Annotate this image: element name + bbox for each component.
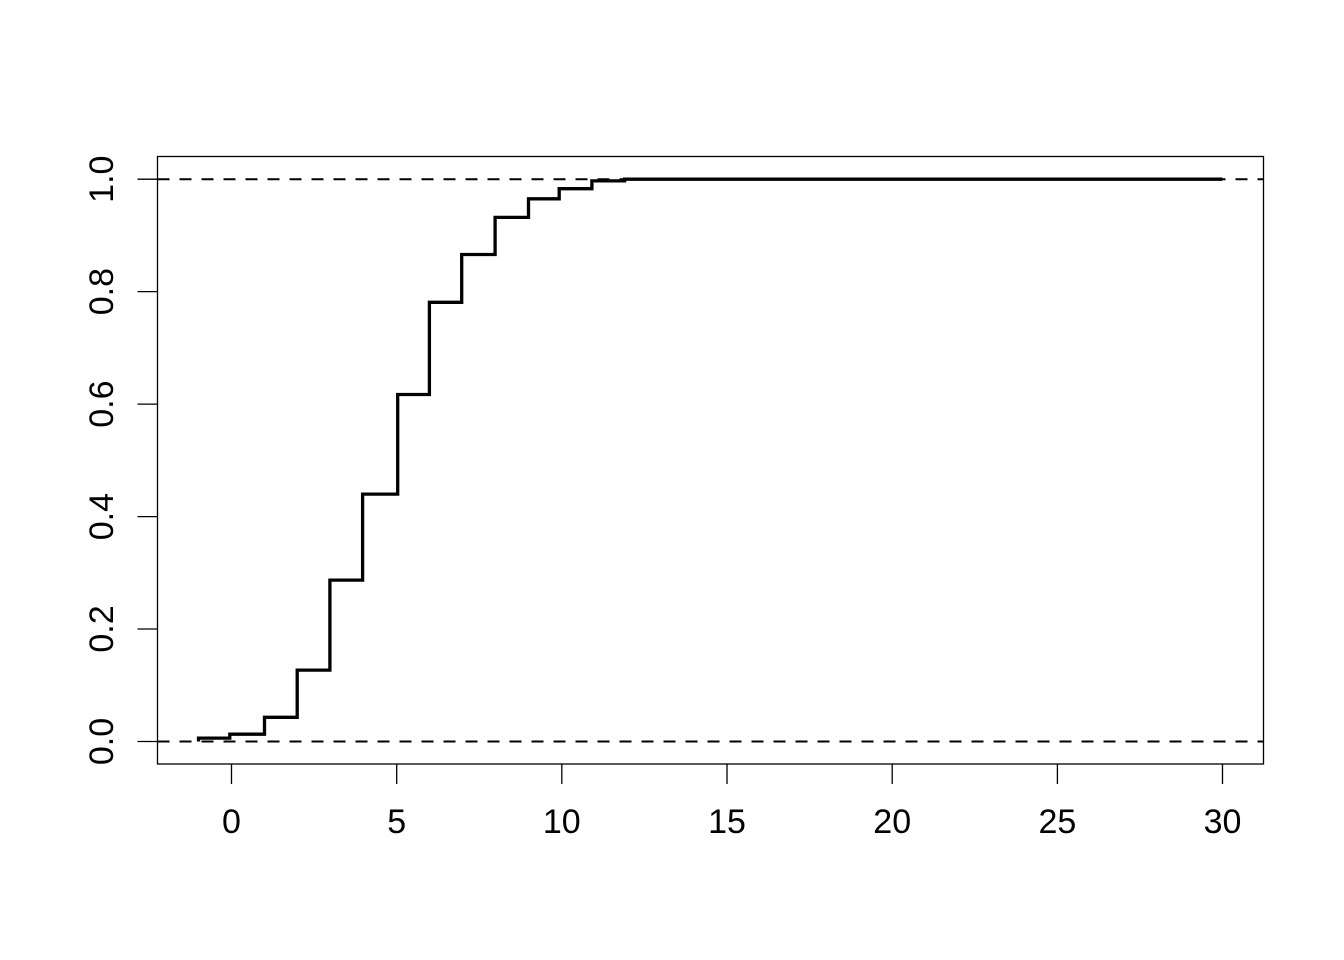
svg-text:30: 30	[1204, 803, 1242, 841]
svg-text:0.6: 0.6	[83, 380, 121, 427]
svg-text:15: 15	[708, 803, 746, 841]
svg-text:0.8: 0.8	[83, 268, 121, 315]
svg-text:0: 0	[222, 803, 241, 841]
svg-text:20: 20	[873, 803, 911, 841]
svg-text:5: 5	[387, 803, 406, 841]
svg-text:0.2: 0.2	[83, 605, 121, 652]
svg-text:25: 25	[1038, 803, 1076, 841]
svg-text:0.4: 0.4	[83, 493, 121, 540]
svg-text:1.0: 1.0	[83, 156, 121, 203]
svg-text:0.0: 0.0	[83, 718, 121, 765]
svg-text:10: 10	[543, 803, 581, 841]
